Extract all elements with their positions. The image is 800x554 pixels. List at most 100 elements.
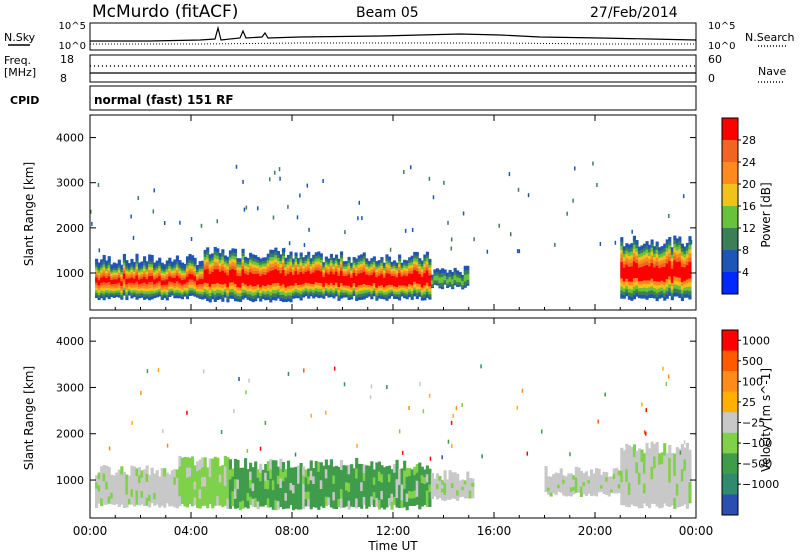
velocity-cell	[95, 481, 99, 489]
power-cell	[228, 278, 232, 283]
power-cell	[390, 270, 394, 274]
power-cell	[660, 252, 664, 257]
power-cell	[120, 296, 124, 300]
power-cell	[110, 287, 114, 291]
power-cell	[163, 284, 167, 288]
power-scatter	[132, 235, 135, 240]
velocity-cell	[203, 476, 207, 487]
power-cell	[143, 259, 147, 263]
power-cell	[347, 271, 351, 275]
nsky-trace	[90, 25, 697, 42]
power-cell	[115, 289, 119, 293]
power-cell	[175, 266, 179, 271]
velocity-cell	[680, 480, 684, 494]
power-cell	[307, 276, 311, 281]
power-cell	[281, 280, 286, 285]
power-cell	[418, 273, 422, 277]
power-cell	[622, 249, 626, 254]
power-cell	[238, 275, 243, 280]
power-cell	[357, 293, 361, 298]
power-cell	[206, 261, 210, 266]
power-cell	[428, 266, 432, 271]
power-cell	[170, 285, 174, 289]
power-cell	[365, 271, 369, 275]
power-cell	[438, 282, 442, 285]
power-cell	[393, 273, 397, 277]
power-cell	[127, 284, 131, 288]
velocity-cell	[433, 488, 437, 493]
power-cell	[342, 294, 346, 298]
power-cell	[259, 278, 263, 282]
power-cell	[309, 260, 313, 264]
power-cell	[110, 290, 114, 293]
power-cell	[350, 289, 354, 293]
velocity-cell	[635, 450, 639, 463]
power-cell	[673, 271, 677, 277]
power-cell	[249, 265, 253, 270]
velocity-cell	[370, 487, 374, 497]
velocity-cell	[221, 465, 225, 474]
power-cell	[642, 279, 647, 285]
power-cell	[334, 292, 339, 297]
velocity-cell	[377, 461, 381, 472]
power-cell	[433, 275, 437, 278]
power-cell	[334, 260, 339, 264]
power-cell	[382, 284, 387, 288]
power-cell	[425, 288, 429, 292]
velocity-cell	[592, 473, 596, 479]
velocity-cell	[685, 443, 690, 457]
power-cell	[198, 273, 202, 277]
velocity-cell	[552, 474, 556, 479]
power-cell	[385, 294, 389, 298]
power-cell	[428, 282, 432, 287]
power-cell	[206, 296, 210, 302]
power-cell	[173, 295, 177, 299]
power-cell	[408, 283, 412, 287]
velocity-cell	[249, 487, 253, 497]
power-cell	[382, 267, 387, 271]
velocity-scatter	[233, 409, 235, 414]
velocity-scatter	[643, 430, 646, 435]
power-cell	[685, 289, 690, 295]
velocity-cell	[329, 478, 333, 489]
power-cell	[201, 265, 205, 269]
power-cell	[259, 295, 263, 299]
velocity-cell	[135, 468, 139, 477]
power-cell	[314, 261, 318, 265]
power-cell	[683, 270, 687, 275]
power-cell	[170, 292, 174, 296]
power-scatter	[473, 237, 475, 242]
power-cell	[322, 266, 326, 270]
power-cell	[635, 251, 639, 256]
power-cell	[276, 294, 280, 299]
power-cell	[127, 282, 131, 285]
power-cell	[158, 280, 162, 284]
power-cell	[360, 290, 364, 294]
velocity-cell	[433, 485, 437, 490]
power-cell	[382, 281, 387, 285]
velocity-cell	[471, 478, 475, 483]
power-cell	[264, 285, 268, 289]
power-cell	[289, 295, 293, 299]
power-cell	[213, 261, 217, 266]
power-cell	[244, 256, 248, 261]
velocity-cell	[448, 475, 452, 483]
power-cell	[284, 272, 288, 276]
power-cell	[122, 275, 126, 280]
power-cell	[645, 268, 649, 273]
velocity-cell	[286, 460, 291, 471]
power-cell	[360, 281, 364, 285]
power-cell	[443, 275, 447, 278]
power-cell	[418, 275, 422, 280]
velocity-cell	[395, 488, 399, 499]
power-cell	[355, 294, 359, 299]
power-cell	[135, 271, 139, 276]
power-cell	[324, 256, 328, 260]
power-cell	[213, 275, 217, 281]
power-cell	[418, 265, 422, 269]
velocity-cell	[188, 457, 192, 468]
power-cell	[163, 282, 167, 285]
power-cell	[168, 257, 172, 261]
power-cell	[357, 290, 361, 295]
power-cell	[213, 272, 217, 277]
